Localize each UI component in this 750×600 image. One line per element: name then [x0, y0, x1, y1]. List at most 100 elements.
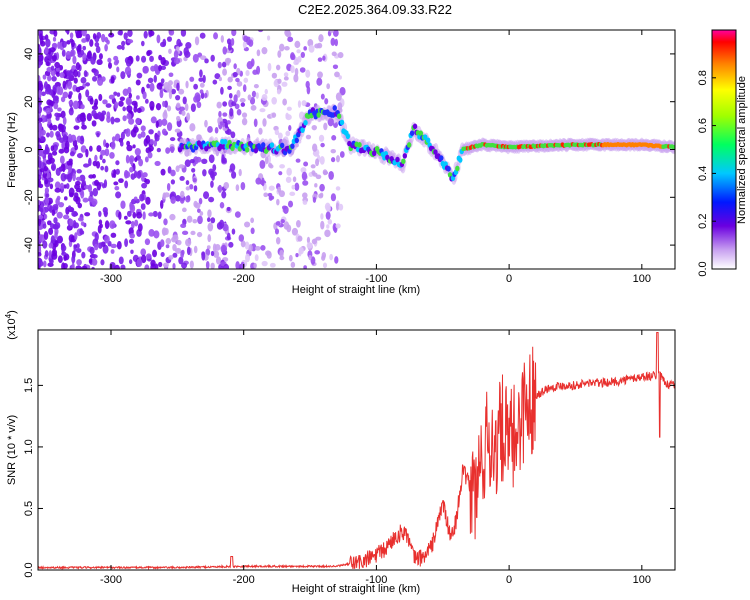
spectrogram-noise-point — [59, 137, 65, 143]
spectrogram-noise-point — [213, 250, 220, 258]
spectrogram-noise-point — [158, 54, 163, 61]
spectrogram-noise-point — [80, 104, 85, 110]
spectrogram-noise-point — [38, 137, 41, 143]
spectrogram-noise-point — [259, 159, 266, 169]
spectrogram-noise-point — [202, 74, 206, 84]
spectrogram-noise-point — [199, 69, 203, 78]
spectrogram-signal-point — [439, 155, 444, 161]
spectrogram-noise-point — [240, 261, 245, 269]
spectrogram-noise-point — [56, 195, 61, 201]
spectrogram-noise-point — [253, 262, 257, 269]
spectrogram-noise-point — [256, 49, 261, 57]
snr-series-line — [38, 332, 675, 570]
spectrogram-noise-point — [94, 154, 98, 162]
spectrogram-noise-point — [102, 99, 108, 105]
spectrogram-noise-point — [56, 235, 63, 244]
spectrogram-noise-point — [199, 32, 206, 39]
spectrogram-noise-point — [330, 193, 337, 202]
spectrogram-noise-point — [301, 171, 308, 181]
spectrogram-noise-point — [81, 251, 86, 259]
spectrogram-noise-point — [126, 105, 133, 113]
spectrogram-noise-point — [91, 109, 97, 117]
spectrogram-noise-point — [100, 259, 105, 266]
spectrogram-noise-point — [94, 243, 99, 251]
spectrogram-noise-point — [254, 254, 259, 262]
spectrogram-noise-point — [75, 180, 81, 186]
spectrogram-noise-point — [63, 196, 68, 201]
spectrogram-noise-point — [86, 112, 92, 122]
spectrogram-y-tick-label: 40 — [23, 48, 35, 60]
spectrogram-noise-point — [107, 57, 112, 63]
spectrogram-noise-point — [329, 30, 335, 33]
spectrogram-noise-point — [238, 234, 245, 242]
spectrogram-noise-point — [216, 101, 222, 109]
spectrogram-signal-point — [395, 156, 400, 163]
spectrogram-noise-point — [308, 44, 315, 53]
spectrogram-noise-point — [322, 262, 328, 269]
spectrogram-noise-point — [261, 46, 268, 55]
spectrogram-noise-point — [236, 80, 243, 87]
spectrogram-noise-point — [276, 89, 281, 95]
spectrogram-noise-point — [301, 100, 307, 107]
spectrogram-noise-point — [110, 76, 115, 84]
spectrogram-noise-point — [88, 258, 93, 264]
spectrogram-noise-point — [173, 57, 181, 65]
spectrogram-noise-point — [49, 183, 54, 190]
spectrogram-noise-point — [181, 110, 186, 116]
spectrogram-noise-point — [38, 160, 42, 169]
spectrogram-noise-point — [152, 210, 158, 218]
spectrogram-noise-point — [219, 219, 225, 229]
spectrogram-noise-point — [96, 145, 102, 152]
spectrogram-signal-point — [261, 142, 266, 148]
spectrogram-noise-point — [125, 59, 132, 67]
spectrogram-noise-point — [117, 30, 123, 36]
spectrogram-noise-point — [74, 232, 78, 241]
spectrogram-noise-point — [253, 118, 258, 128]
spectrogram-noise-point — [211, 172, 215, 181]
spectrogram-noise-point — [334, 71, 340, 78]
spectrogram-noise-point — [102, 183, 106, 189]
spectrogram-noise-point — [83, 163, 90, 168]
spectrogram-noise-point — [122, 115, 127, 122]
spectrogram-noise-point — [51, 124, 58, 131]
spectrogram-noise-point — [45, 192, 50, 198]
spectrogram-noise-point — [205, 260, 210, 269]
spectrogram-noise-point — [110, 232, 117, 238]
spectrogram-noise-point — [242, 84, 247, 93]
spectrogram-noise-point — [47, 177, 54, 183]
spectrogram-noise-point — [125, 128, 131, 137]
spectrogram-noise-point — [168, 30, 173, 34]
spectrogram-noise-point — [207, 222, 214, 232]
spectrogram-noise-point — [98, 93, 103, 102]
spectrogram-noise-point — [199, 82, 205, 88]
spectrogram-noise-point — [170, 169, 176, 177]
snr-line-layer — [38, 332, 675, 570]
spectrogram-noise-point — [81, 180, 86, 185]
spectrogram-noise-point — [194, 36, 200, 46]
spectrogram-noise-point — [234, 211, 241, 218]
spectrogram-noise-point — [116, 45, 123, 50]
spectrogram-noise-point — [319, 183, 325, 192]
spectrogram-noise-point — [193, 245, 198, 254]
spectrogram-noise-point — [133, 196, 138, 201]
spectrogram-noise-point — [231, 30, 237, 37]
spectrogram-noise-point — [327, 219, 333, 225]
spectrogram-noise-point — [38, 243, 41, 252]
spectrogram-noise-point — [126, 144, 133, 152]
spectrogram-noise-point — [152, 249, 158, 258]
spectrogram-noise-point — [126, 98, 132, 105]
spectrogram-noise-point — [235, 77, 240, 83]
spectrogram-noise-point — [165, 147, 171, 154]
spectrogram-noise-point — [47, 220, 52, 226]
spectrogram-noise-point — [96, 132, 100, 138]
spectrogram-noise-point — [302, 192, 308, 199]
spectrogram-noise-point — [231, 171, 237, 179]
spectrogram-noise-point — [89, 97, 94, 105]
spectrogram-noise-point — [135, 55, 140, 62]
spectrogram-noise-point — [257, 30, 264, 33]
spectrogram-noise-point — [98, 53, 103, 60]
spectrogram-noise-point — [57, 86, 64, 96]
svg-text:(x104): (x104) — [4, 310, 18, 340]
spectrogram-noise-point — [92, 33, 97, 40]
spectrogram-noise-point — [314, 43, 320, 49]
